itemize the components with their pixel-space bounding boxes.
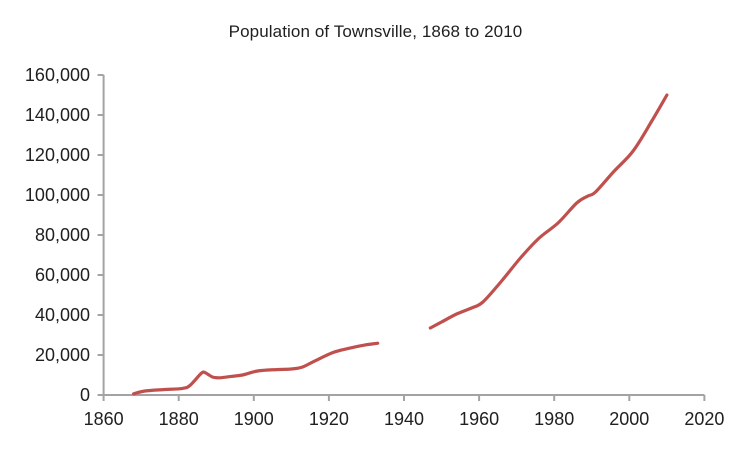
data-series [132, 93, 669, 396]
x-tick-label: 1900 [234, 409, 274, 429]
y-tick-label: 160,000 [25, 65, 90, 85]
axes [102, 75, 705, 396]
x-tick-label: 1940 [384, 409, 424, 429]
x-tick-label: 2000 [609, 409, 649, 429]
y-tick-label: 140,000 [25, 105, 90, 125]
y-tick-label: 60,000 [35, 265, 90, 285]
x-tick-label: 1960 [459, 409, 499, 429]
x-tick-label: 1920 [309, 409, 349, 429]
x-tick-label: 2020 [684, 409, 724, 429]
tick-marks [97, 74, 706, 401]
population-line-segment [132, 341, 380, 396]
y-tick-label: 100,000 [25, 185, 90, 205]
x-tick-label: 1880 [159, 409, 199, 429]
x-tick-label: 1980 [534, 409, 574, 429]
y-tick-label: 0 [80, 385, 90, 405]
y-tick-label: 20,000 [35, 345, 90, 365]
x-tick-label: 1860 [84, 409, 124, 429]
y-tick-label: 40,000 [35, 305, 90, 325]
chart-title: Population of Townsville, 1868 to 2010 [228, 22, 523, 41]
y-tick-label: 80,000 [35, 225, 90, 245]
y-tick-label: 120,000 [25, 145, 90, 165]
tick-labels: 0 20,000 40,000 60,000 80,000 100,000 120,000 1… [25, 65, 725, 429]
population-line-segment [428, 93, 669, 330]
